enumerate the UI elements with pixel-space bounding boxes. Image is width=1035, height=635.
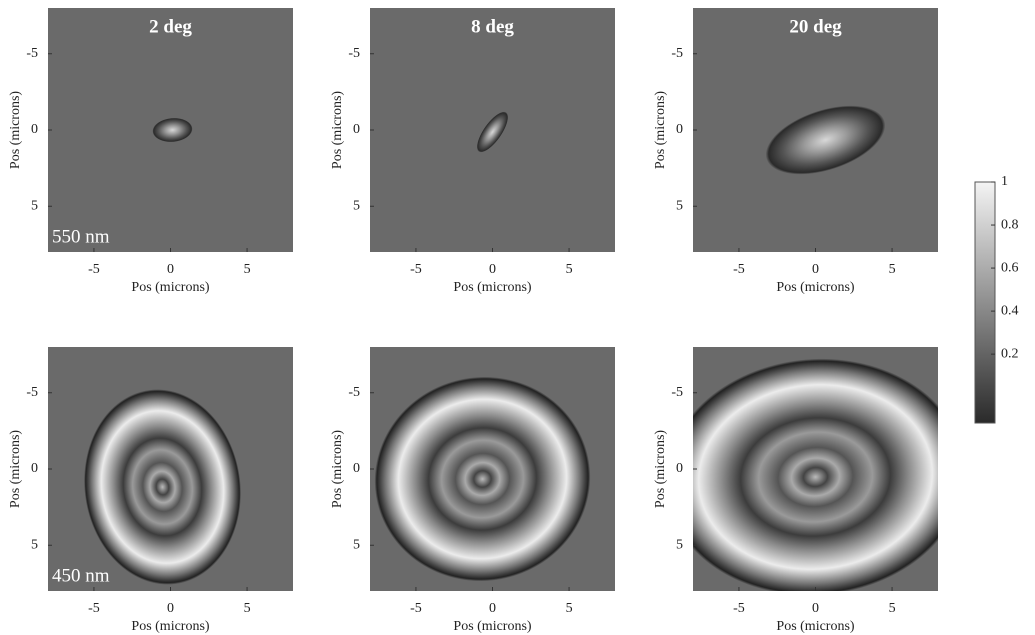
y-tick-label: 5 (31, 537, 38, 552)
y-tick-label: 0 (31, 122, 38, 137)
x-tick-label: 5 (889, 262, 896, 277)
x-tick-label: -5 (88, 262, 100, 277)
x-axis-label: Pos (microns) (776, 280, 855, 295)
y-tick-label: 0 (31, 461, 38, 476)
wavelength-label: 550 nm (52, 226, 110, 247)
wavelength-label: 450 nm (52, 565, 110, 586)
y-axis-label: Pos (microns) (653, 430, 668, 509)
x-tick-label: 0 (167, 262, 174, 277)
y-tick-label: -5 (671, 385, 683, 400)
colorbar-tick-label: 0.2 (1001, 346, 1019, 361)
x-axis-label: Pos (microns) (131, 280, 210, 295)
y-axis-label: Pos (microns) (8, 91, 23, 170)
x-tick-label: 0 (812, 601, 819, 616)
y-tick-label: -5 (671, 46, 683, 61)
x-tick-label: -5 (410, 262, 422, 277)
y-tick-label: 0 (353, 122, 360, 137)
x-tick-label: 0 (167, 601, 174, 616)
y-tick-label: 5 (676, 198, 683, 213)
y-tick-label: 5 (31, 198, 38, 213)
y-tick-label: 5 (353, 198, 360, 213)
figure: -5 0 5 -5 0 5 Pos (microns) Pos (microns) 2 deg 5… (0, 0, 1035, 635)
y-tick-label: 5 (353, 537, 360, 552)
colorbar-tick-label: 0.4 (1001, 303, 1019, 318)
x-axis-label: Pos (microns) (131, 619, 210, 634)
colorbar-tick-label: 0.6 (1001, 260, 1019, 275)
x-tick-label: -5 (410, 601, 422, 616)
x-tick-label: -5 (88, 601, 100, 616)
panel-title: 2 deg (149, 16, 192, 37)
y-axis-label: Pos (microns) (330, 91, 345, 170)
y-tick-label: 5 (676, 537, 683, 552)
x-tick-label: 5 (889, 601, 896, 616)
panel-title: 20 deg (789, 16, 842, 37)
x-tick-label: 0 (489, 601, 496, 616)
y-tick-label: -5 (348, 385, 360, 400)
y-tick-label: 0 (676, 461, 683, 476)
panel-title: 8 deg (471, 16, 514, 37)
x-axis-label: Pos (microns) (776, 619, 855, 634)
y-axis-label: Pos (microns) (653, 91, 668, 170)
colorbar-tick-label: 0.8 (1001, 217, 1019, 232)
y-tick-label: -5 (26, 385, 38, 400)
y-tick-label: -5 (26, 46, 38, 61)
x-tick-label: 0 (812, 262, 819, 277)
y-axis-label: Pos (microns) (8, 430, 23, 509)
y-tick-label: -5 (348, 46, 360, 61)
y-axis-label: Pos (microns) (330, 430, 345, 509)
x-tick-label: -5 (733, 601, 745, 616)
x-tick-label: 5 (566, 601, 573, 616)
y-tick-label: 0 (676, 122, 683, 137)
x-axis-label: Pos (microns) (453, 619, 532, 634)
x-tick-label: -5 (733, 262, 745, 277)
x-tick-label: 5 (244, 262, 251, 277)
x-axis-label: Pos (microns) (453, 280, 532, 295)
x-tick-label: 5 (244, 601, 251, 616)
x-tick-label: 0 (489, 262, 496, 277)
y-tick-label: 0 (353, 461, 360, 476)
colorbar (975, 182, 995, 423)
colorbar-tick-label: 1 (1001, 174, 1008, 189)
x-tick-label: 5 (566, 262, 573, 277)
